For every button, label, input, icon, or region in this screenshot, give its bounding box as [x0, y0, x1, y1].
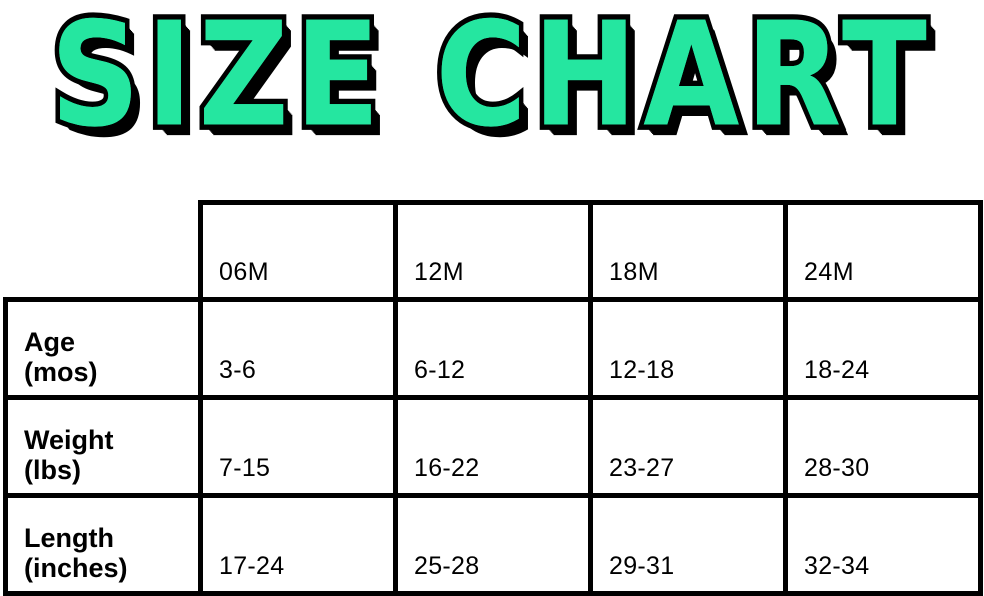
size-chart-table-area: 06M 12M 18M 24M Age (mos) 3-6 6-12 12-18… [0, 196, 984, 596]
cell-length-18m: 29-31 [588, 493, 788, 596]
row-label-age: Age (mos) [3, 297, 203, 400]
row-label-length: Length (inches) [3, 493, 203, 596]
column-header-12m: 12M [393, 200, 593, 302]
row-label-weight: Weight (lbs) [3, 395, 203, 498]
page-title-shadow-layer: SIZE CHART [0, 0, 984, 159]
row-label-weight-line1: Weight [24, 424, 114, 455]
cell-weight-24m: 28-30 [783, 395, 983, 498]
row-label-length-line2: (inches) [24, 552, 128, 583]
row-label-age-line1: Age [24, 326, 76, 357]
size-chart-table: 06M 12M 18M 24M Age (mos) 3-6 6-12 12-18… [3, 200, 983, 596]
table-row: Length (inches) 17-24 25-28 29-31 32-34 [3, 493, 983, 596]
cell-length-24m: 32-34 [783, 493, 983, 596]
row-label-age-line2: (mos) [24, 356, 98, 387]
column-header-06m: 06M [198, 200, 398, 302]
page-title-outline: SIZE CHART [46, 0, 934, 159]
page-title: SIZE CHART [50, 0, 934, 159]
cell-age-06m: 3-6 [198, 297, 398, 400]
cell-age-24m: 18-24 [783, 297, 983, 400]
cell-age-12m: 6-12 [393, 297, 593, 400]
table-row: Weight (lbs) 7-15 16-22 23-27 28-30 [3, 395, 983, 498]
row-label-length-line1: Length [24, 522, 114, 553]
cell-age-18m: 12-18 [588, 297, 788, 400]
row-label-weight-line2: (lbs) [24, 454, 81, 485]
column-header-18m: 18M [588, 200, 788, 302]
table-header-row: 06M 12M 18M 24M [5, 200, 983, 302]
cell-weight-06m: 7-15 [198, 395, 398, 498]
table-row: Age (mos) 3-6 6-12 12-18 18-24 [3, 297, 983, 400]
cell-length-06m: 17-24 [198, 493, 398, 596]
table-corner-cell [5, 202, 201, 300]
cell-weight-12m: 16-22 [393, 395, 593, 498]
page-title-fill-layer: SIZE CHART [0, 0, 984, 150]
column-header-24m: 24M [783, 200, 983, 302]
cell-weight-18m: 23-27 [588, 395, 788, 498]
cell-length-12m: 25-28 [393, 493, 593, 596]
